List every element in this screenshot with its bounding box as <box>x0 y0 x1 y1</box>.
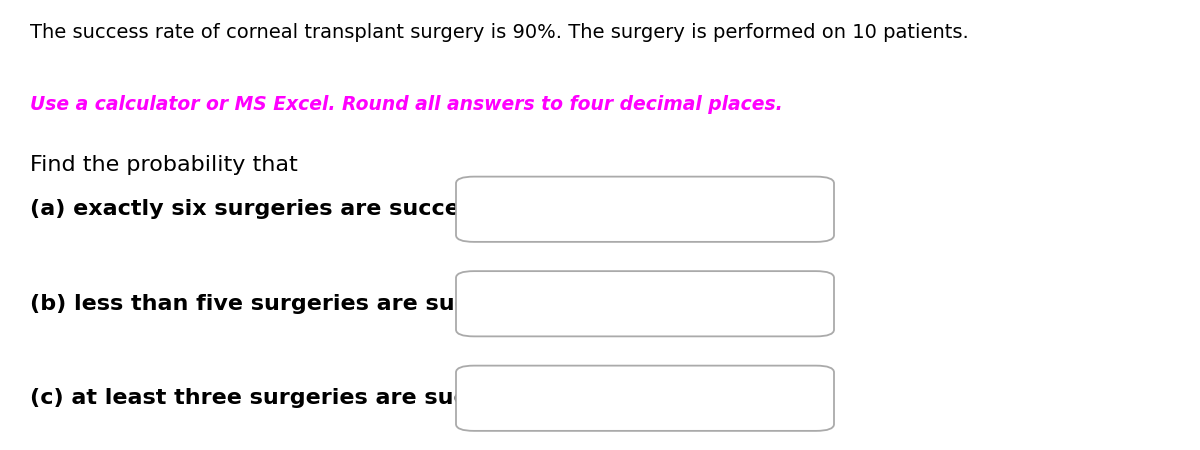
Text: Find the probability that: Find the probability that <box>30 155 298 175</box>
FancyBboxPatch shape <box>456 176 834 242</box>
Text: (c) at least three surgeries are successful.: (c) at least three surgeries are success… <box>30 388 563 408</box>
Text: The success rate of corneal transplant surgery is 90%. The surgery is performed : The success rate of corneal transplant s… <box>30 22 968 41</box>
Text: Use a calculator or MS Excel. Round all answers to four decimal places.: Use a calculator or MS Excel. Round all … <box>30 94 782 113</box>
Text: (b) less than five surgeries are successful.: (b) less than five surgeries are success… <box>30 294 564 314</box>
FancyBboxPatch shape <box>456 271 834 337</box>
FancyBboxPatch shape <box>456 365 834 431</box>
Text: (a) exactly six surgeries are successful.: (a) exactly six surgeries are successful… <box>30 199 528 219</box>
